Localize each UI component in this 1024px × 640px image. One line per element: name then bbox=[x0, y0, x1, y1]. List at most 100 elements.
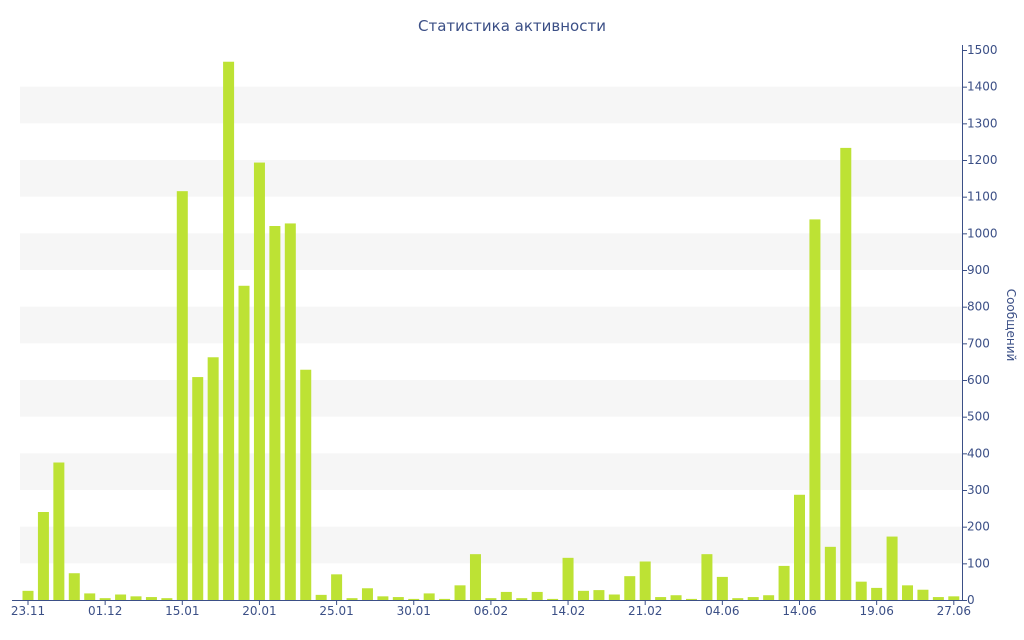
bar bbox=[253, 162, 265, 601]
y-tick-label: 200 bbox=[967, 520, 990, 534]
bar bbox=[269, 226, 281, 600]
bar bbox=[763, 595, 775, 600]
y-tick-label: 600 bbox=[967, 373, 990, 387]
y-ticks: 0 100 200 300 400 500 600 700 800 900 1000 1100 1200… bbox=[962, 43, 998, 607]
bar bbox=[485, 598, 497, 600]
x-tick-label: 23.11 bbox=[11, 604, 45, 618]
bar bbox=[778, 565, 790, 600]
x-tick-label: 27.06 bbox=[937, 604, 971, 618]
grid-band bbox=[20, 160, 962, 197]
y-axis-label: Сообщений bbox=[1004, 289, 1018, 362]
bar bbox=[932, 597, 944, 600]
bar bbox=[547, 598, 559, 600]
bar bbox=[624, 576, 636, 600]
bar bbox=[115, 594, 127, 600]
bar bbox=[531, 591, 543, 600]
y-tick-label: 900 bbox=[967, 263, 990, 277]
bar bbox=[670, 595, 682, 600]
x-tick-label: 15.01 bbox=[165, 604, 199, 618]
bar bbox=[377, 596, 389, 600]
bar bbox=[145, 597, 157, 600]
x-tick-label: 25.01 bbox=[319, 604, 353, 618]
bar bbox=[855, 581, 867, 600]
grid-band bbox=[20, 306, 962, 344]
bar bbox=[346, 598, 358, 600]
y-tick-label: 500 bbox=[967, 410, 990, 424]
bar bbox=[22, 590, 34, 600]
bar bbox=[53, 462, 65, 600]
bar bbox=[37, 512, 49, 600]
bar bbox=[886, 536, 898, 600]
bar bbox=[454, 585, 466, 600]
bar bbox=[917, 589, 929, 600]
bar bbox=[747, 597, 759, 600]
x-tick-label: 19.06 bbox=[859, 604, 893, 618]
bar bbox=[130, 596, 142, 600]
bar bbox=[99, 598, 111, 600]
grid-band bbox=[20, 526, 962, 564]
grid-band bbox=[20, 86, 962, 124]
bar bbox=[408, 598, 420, 600]
bar bbox=[824, 546, 836, 600]
y-tick-label: 400 bbox=[967, 446, 990, 460]
bar bbox=[516, 598, 528, 600]
y-tick-label: 1000 bbox=[967, 226, 998, 240]
grid-band bbox=[20, 453, 962, 490]
bar bbox=[809, 219, 821, 600]
bar bbox=[284, 223, 296, 600]
bar bbox=[469, 554, 481, 600]
grid-bands bbox=[20, 86, 962, 564]
bar bbox=[331, 574, 343, 600]
bar bbox=[655, 597, 667, 600]
bar bbox=[223, 61, 235, 600]
bar bbox=[639, 561, 651, 600]
bars bbox=[22, 61, 960, 601]
bar bbox=[84, 593, 96, 600]
grid-band bbox=[20, 380, 962, 417]
bar bbox=[794, 494, 805, 600]
y-tick-label: 800 bbox=[967, 300, 990, 314]
bar bbox=[161, 598, 173, 600]
y-tick-label: 1100 bbox=[967, 190, 998, 204]
bar bbox=[701, 554, 713, 600]
y-tick-label: 700 bbox=[967, 336, 990, 350]
bar bbox=[577, 590, 589, 600]
bar bbox=[423, 593, 435, 600]
x-ticks: 23.11 01.12 15.01 20.01 25.01 30.01 06.02 14.02… bbox=[11, 600, 971, 618]
bar bbox=[439, 598, 451, 600]
chart-title: Статистика активности bbox=[418, 17, 606, 35]
bar bbox=[902, 585, 914, 600]
bar bbox=[716, 576, 728, 600]
y-tick-label: 1400 bbox=[967, 80, 998, 94]
bar bbox=[238, 285, 250, 600]
x-tick-label: 14.06 bbox=[782, 604, 816, 618]
x-tick-label: 01.12 bbox=[88, 604, 122, 618]
x-tick-label: 06.02 bbox=[474, 604, 508, 618]
y-tick-label: 0 bbox=[967, 593, 975, 607]
x-tick-label: 04.06 bbox=[705, 604, 739, 618]
x-tick-label: 21.02 bbox=[628, 604, 662, 618]
bar bbox=[68, 573, 80, 600]
bar bbox=[392, 597, 404, 600]
bar bbox=[176, 191, 188, 600]
bar bbox=[948, 596, 960, 600]
bar bbox=[840, 147, 852, 600]
y-tick-label: 1500 bbox=[967, 43, 998, 57]
bar bbox=[871, 587, 883, 600]
axes bbox=[12, 45, 963, 601]
x-tick-label: 20.01 bbox=[242, 604, 276, 618]
x-tick-label: 30.01 bbox=[397, 604, 431, 618]
bar bbox=[593, 590, 605, 600]
bar bbox=[608, 594, 620, 600]
x-tick-label: 14.02 bbox=[551, 604, 585, 618]
bar bbox=[192, 377, 204, 600]
y-tick-label: 300 bbox=[967, 483, 990, 497]
bar bbox=[361, 588, 373, 600]
bar bbox=[685, 598, 697, 600]
bar bbox=[732, 598, 744, 600]
y-tick-label: 100 bbox=[967, 556, 990, 570]
bar bbox=[300, 369, 312, 600]
bar bbox=[500, 591, 512, 600]
